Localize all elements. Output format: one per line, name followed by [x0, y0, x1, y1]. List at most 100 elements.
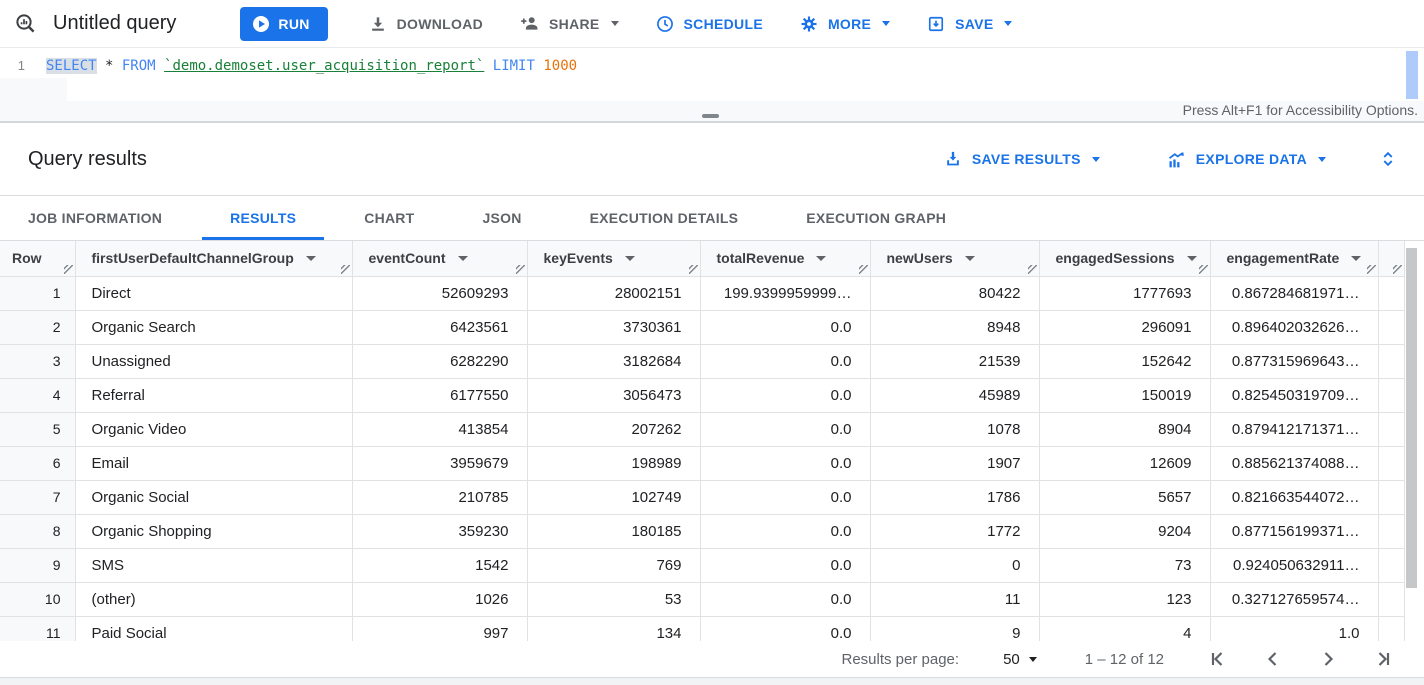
table-cell: 1786	[869, 479, 1040, 515]
save-button[interactable]: SAVE	[912, 6, 1026, 42]
table-cell: 0.0	[699, 547, 871, 583]
column-header-keyEvents[interactable]: keyEvents	[526, 241, 701, 277]
editor-resize-strip: Press Alt+F1 for Accessibility Options.	[0, 101, 1424, 123]
table-cell: 0.896402032626…	[1209, 309, 1379, 345]
page-size-select[interactable]: 50	[1003, 651, 1037, 668]
column-resize-handle[interactable]	[688, 264, 698, 274]
save-results-button[interactable]: SAVE RESULTS	[931, 141, 1112, 177]
table-row: 4 Referral 6177550 3056473 0.0 45989 150019 0.8…	[0, 377, 1405, 413]
table-row: 3 Unassigned 6282290 3182684 0.0 21539 152642 0…	[0, 343, 1405, 379]
tab-chart[interactable]: CHART	[364, 210, 415, 226]
column-resize-handle[interactable]	[515, 264, 525, 274]
last-page-button[interactable]	[1371, 647, 1395, 671]
row-number-cell: 1	[0, 275, 76, 311]
row-number-cell: 10	[0, 581, 76, 617]
editor-gutter	[0, 78, 67, 101]
schedule-button[interactable]: SCHEDULE	[641, 6, 777, 42]
table-scrollbar-thumb[interactable]	[1406, 248, 1417, 588]
table-cell: (other)	[74, 581, 353, 617]
run-button[interactable]: RUN	[240, 6, 328, 41]
column-resize-handle[interactable]	[63, 264, 73, 274]
collapse-results-button[interactable]	[1374, 145, 1402, 173]
results-tabbar: JOB INFORMATION RESULTS CHART JSON EXECUTION…	[0, 196, 1424, 241]
table-cell: 0.0	[699, 343, 871, 379]
column-resize-handle[interactable]	[340, 264, 350, 274]
results-per-page-label: Results per page:	[841, 650, 960, 668]
table-cell: 28002151	[526, 275, 701, 311]
table-cell: 3056473	[526, 377, 701, 413]
column-resize-handle[interactable]	[858, 264, 868, 274]
query-icon	[14, 12, 38, 36]
table-cell: 8904	[1038, 411, 1211, 447]
table-row: 5 Organic Video 413854 207262 0.0 1078 8904 0.8…	[0, 411, 1405, 447]
share-button[interactable]: SHARE	[505, 6, 633, 42]
table-cell: 45989	[869, 377, 1040, 413]
column-resize-handle[interactable]	[1366, 264, 1376, 274]
table-cell: Organic Shopping	[74, 513, 353, 549]
column-menu-icon[interactable]	[1186, 255, 1197, 261]
table-cell: 0.877315969643…	[1209, 343, 1379, 379]
row-number-cell: 4	[0, 377, 76, 413]
table-row: 8 Organic Shopping 359230 180185 0.0 1772 9204…	[0, 513, 1405, 549]
table-cell: 0.0	[699, 513, 871, 549]
table-cell: Organic Search	[74, 309, 353, 345]
column-menu-icon[interactable]	[305, 255, 316, 261]
table-cell: 0.924050632911…	[1209, 547, 1379, 583]
column-header-totalRevenue[interactable]: totalRevenue	[699, 241, 871, 277]
query-toolbar: Untitled query RUN DOWNLOAD SHARE SCHEDU	[0, 0, 1424, 48]
panel-resize-handle[interactable]	[702, 114, 719, 118]
stub-cell	[1377, 513, 1405, 549]
column-menu-icon[interactable]	[624, 255, 635, 261]
tab-execution-graph[interactable]: EXECUTION GRAPH	[806, 210, 947, 226]
column-header-engagedSessions[interactable]: engagedSessions	[1038, 241, 1211, 277]
sql-editor[interactable]: 1 SELECT * FROM `demo.demoset.user_acqui…	[0, 48, 1424, 101]
column-menu-icon[interactable]	[457, 255, 468, 261]
table-cell: 12609	[1038, 445, 1211, 481]
play-circle-icon	[252, 15, 270, 33]
column-header-row[interactable]: Row	[0, 241, 76, 277]
table-cell: 9204	[1038, 513, 1211, 549]
chevron-down-icon	[610, 21, 619, 26]
column-resize-handle[interactable]	[1198, 264, 1208, 274]
previous-page-button[interactable]	[1261, 647, 1285, 671]
editor-scrollbar[interactable]	[1406, 51, 1418, 99]
more-button[interactable]: MORE	[785, 6, 904, 42]
row-number-cell: 8	[0, 513, 76, 549]
tab-execution-details[interactable]: EXECUTION DETAILS	[589, 210, 739, 226]
next-page-button[interactable]	[1316, 647, 1340, 671]
column-resize-handle[interactable]	[1392, 264, 1402, 274]
explore-data-button[interactable]: EXPLORE DATA	[1154, 141, 1338, 177]
column-header-eventCount[interactable]: eventCount	[351, 241, 528, 277]
first-page-button[interactable]	[1206, 647, 1230, 671]
table-cell: Unassigned	[74, 343, 353, 379]
column-menu-icon[interactable]	[1351, 255, 1362, 261]
tab-job-information[interactable]: JOB INFORMATION	[28, 210, 163, 226]
row-number-cell: 2	[0, 309, 76, 345]
tab-results[interactable]: RESULTS	[202, 196, 324, 240]
download-button[interactable]: DOWNLOAD	[354, 6, 497, 42]
sql-code-line[interactable]: 1 SELECT * FROM `demo.demoset.user_acqui…	[0, 48, 1424, 77]
column-menu-icon[interactable]	[964, 255, 975, 261]
column-header-newUsers[interactable]: newUsers	[869, 241, 1040, 277]
stub-cell	[1377, 445, 1405, 481]
table-cell: 6177550	[351, 377, 528, 413]
stub-cell	[1377, 581, 1405, 617]
column-header-engagementRate[interactable]: engagementRate	[1209, 241, 1379, 277]
column-resize-handle[interactable]	[1027, 264, 1037, 274]
stub-cell	[1377, 309, 1405, 345]
results-table: Row firstUserDefaultChannelGroup eventCou…	[0, 241, 1405, 641]
table-cell: 180185	[526, 513, 701, 549]
tab-json[interactable]: JSON	[482, 210, 522, 226]
table-cell: 150019	[1038, 377, 1211, 413]
column-header-firstUserDefaultChannelGroup[interactable]: firstUserDefaultChannelGroup	[74, 241, 353, 277]
sql-query-text: SELECT * FROM `demo.demoset.user_acquisi…	[46, 58, 578, 74]
save-icon	[926, 14, 946, 34]
column-menu-icon[interactable]	[816, 255, 827, 261]
table-cell: 80422	[869, 275, 1040, 311]
table-cell: 8948	[869, 309, 1040, 345]
table-cell: 296091	[1038, 309, 1211, 345]
column-header-stub	[1377, 241, 1405, 277]
table-cell: 198989	[526, 445, 701, 481]
unfold-icon	[1378, 149, 1398, 169]
table-cell: 1026	[351, 581, 528, 617]
